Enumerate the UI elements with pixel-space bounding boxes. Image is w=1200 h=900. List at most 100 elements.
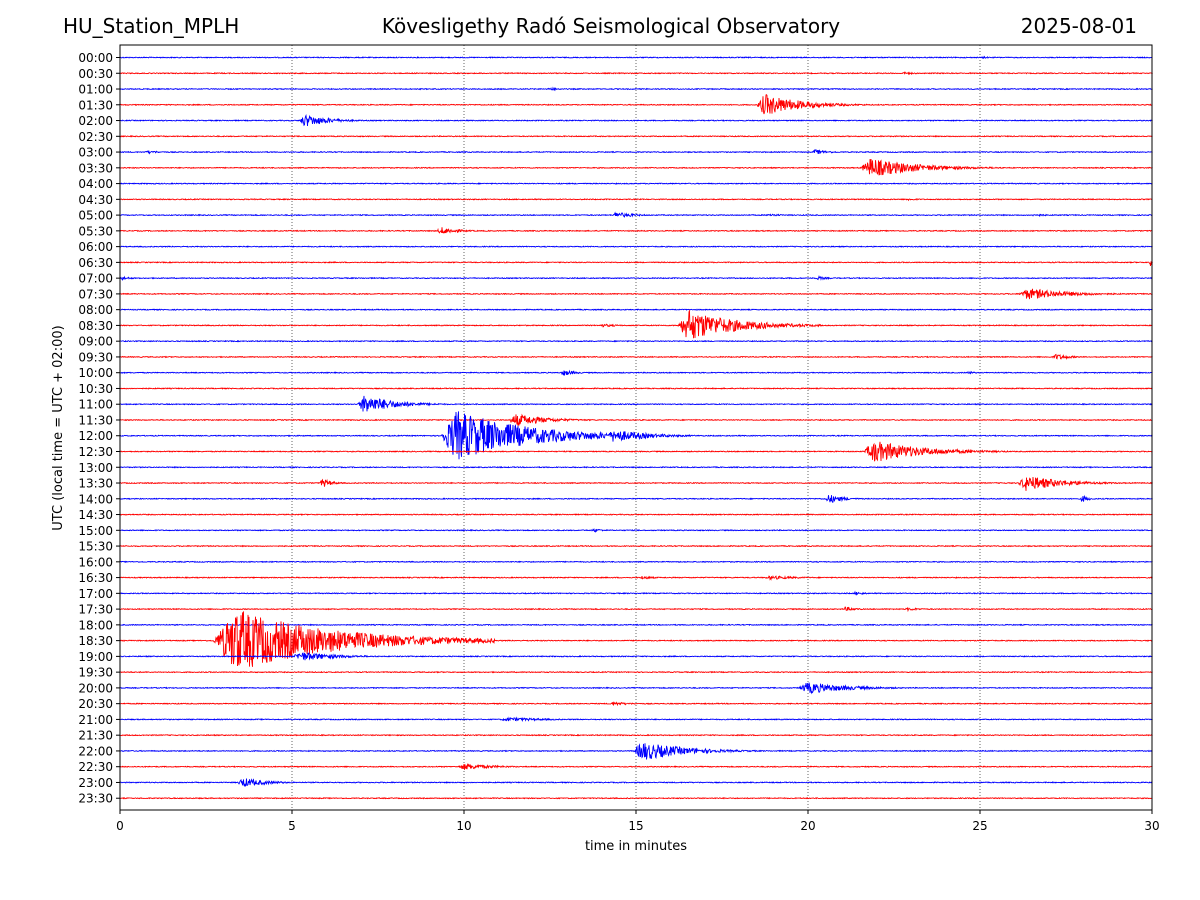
trace-2330 [119, 796, 1153, 800]
y-tick-label: 14:00 [78, 492, 113, 506]
y-tick-label: 06:00 [78, 240, 113, 254]
y-axis-label: UTC (local time = UTC + 02:00) [51, 325, 66, 530]
trace-0630 [119, 261, 1153, 267]
trace-2030 [119, 701, 1153, 707]
trace-layer [119, 55, 1153, 800]
trace-1300 [119, 465, 1153, 469]
y-tick-label: 19:30 [78, 666, 113, 680]
y-tick-label: 03:00 [78, 146, 113, 160]
trace-1230 [119, 441, 1153, 462]
y-tick-label: 21:30 [78, 729, 113, 743]
y-tick-label: 18:00 [78, 618, 113, 632]
y-tick-label: 12:00 [78, 429, 113, 443]
y-tick-label: 00:00 [78, 51, 113, 65]
trace-0130 [119, 94, 1153, 115]
y-tick-label: 08:00 [78, 303, 113, 317]
trace-2200 [119, 743, 1153, 760]
trace-2000 [119, 682, 1153, 695]
y-tick-label: 22:00 [78, 744, 113, 758]
trace-2300 [119, 778, 1153, 787]
observatory-title: Kövesligethy Radó Seismological Observat… [381, 14, 841, 38]
y-tick-label: 10:30 [78, 382, 113, 396]
trace-1130 [119, 413, 1153, 426]
y-tick-label: 07:30 [78, 287, 113, 301]
y-tick-label: 14:30 [78, 508, 113, 522]
y-tick-label: 02:30 [78, 130, 113, 144]
y-tick-label: 03:30 [78, 161, 113, 175]
y-tick-label: 19:00 [78, 650, 113, 664]
y-tick-label: 00:30 [78, 67, 113, 81]
trace-0030 [119, 71, 1153, 76]
trace-0730 [119, 288, 1153, 300]
y-tick-label: 01:30 [78, 98, 113, 112]
x-tick-label: 0 [116, 819, 124, 833]
trace-1200 [119, 411, 1153, 460]
y-tick-label: 04:30 [78, 193, 113, 207]
trace-0800 [119, 308, 1153, 312]
trace-1330 [119, 477, 1153, 491]
y-tick-label: 20:30 [78, 697, 113, 711]
x-tick-label: 5 [288, 819, 296, 833]
trace-1100 [119, 395, 1153, 412]
trace-0400 [119, 182, 1153, 185]
trace-1600 [119, 560, 1153, 564]
grid-layer [291, 45, 981, 810]
y-tick-label: 23:00 [78, 776, 113, 790]
x-tick-label: 15 [628, 819, 643, 833]
trace-1530 [119, 544, 1153, 548]
y-tick-label: 23:30 [78, 792, 113, 806]
trace-0700 [119, 275, 1153, 282]
y-tick-label: 21:00 [78, 713, 113, 727]
x-axis-label: time in minutes [585, 839, 687, 854]
trace-0830 [119, 309, 1153, 339]
y-tick-label: 11:00 [78, 398, 113, 412]
trace-2130 [119, 733, 1153, 737]
y-tick-label: 18:30 [78, 634, 113, 648]
y-tick-label: 15:00 [78, 524, 113, 538]
y-tick-label: 06:30 [78, 256, 113, 270]
trace-1730 [119, 606, 1153, 613]
trace-0100 [119, 86, 1153, 92]
trace-0200 [119, 113, 1153, 127]
trace-0530 [119, 227, 1153, 234]
y-tick-label: 02:00 [78, 114, 113, 128]
y-tick-label: 10:00 [78, 366, 113, 380]
trace-0930 [119, 353, 1153, 360]
trace-1030 [119, 387, 1153, 390]
y-tick-label: 07:00 [78, 272, 113, 286]
y-tick-label: 09:30 [78, 350, 113, 364]
y-tick-label: 11:30 [78, 413, 113, 427]
x-tick-label: 20 [800, 819, 815, 833]
y-tick-label: 17:30 [78, 603, 113, 617]
y-tick-label: 15:30 [78, 540, 113, 554]
x-tick-label: 10 [456, 819, 471, 833]
y-tick-label: 16:30 [78, 571, 113, 585]
y-tick-label: 05:30 [78, 224, 113, 238]
trace-0600 [119, 245, 1153, 248]
y-tick-label: 20:00 [78, 681, 113, 695]
station-title: HU_Station_MPLH [63, 14, 240, 38]
x-tick-label: 30 [1144, 819, 1159, 833]
trace-2230 [119, 763, 1153, 770]
trace-0330 [119, 159, 1153, 176]
trace-1930 [119, 670, 1153, 674]
date-title: 2025-08-01 [1020, 14, 1137, 38]
trace-0000 [119, 55, 1153, 59]
trace-1430 [119, 513, 1153, 516]
y-tick-label: 22:30 [78, 760, 113, 774]
trace-0300 [119, 149, 1153, 155]
trace-0500 [119, 211, 1153, 218]
trace-2100 [119, 716, 1153, 723]
y-tick-label: 09:00 [78, 335, 113, 349]
trace-1000 [119, 369, 1153, 376]
y-tick-label: 13:00 [78, 461, 113, 475]
trace-0430 [119, 197, 1153, 202]
y-tick-label: 05:00 [78, 209, 113, 223]
x-tick-label: 25 [972, 819, 987, 833]
y-tick-label: 08:30 [78, 319, 113, 333]
trace-1400 [119, 494, 1153, 503]
trace-1900 [119, 652, 1153, 661]
y-tick-label: 13:30 [78, 477, 113, 491]
